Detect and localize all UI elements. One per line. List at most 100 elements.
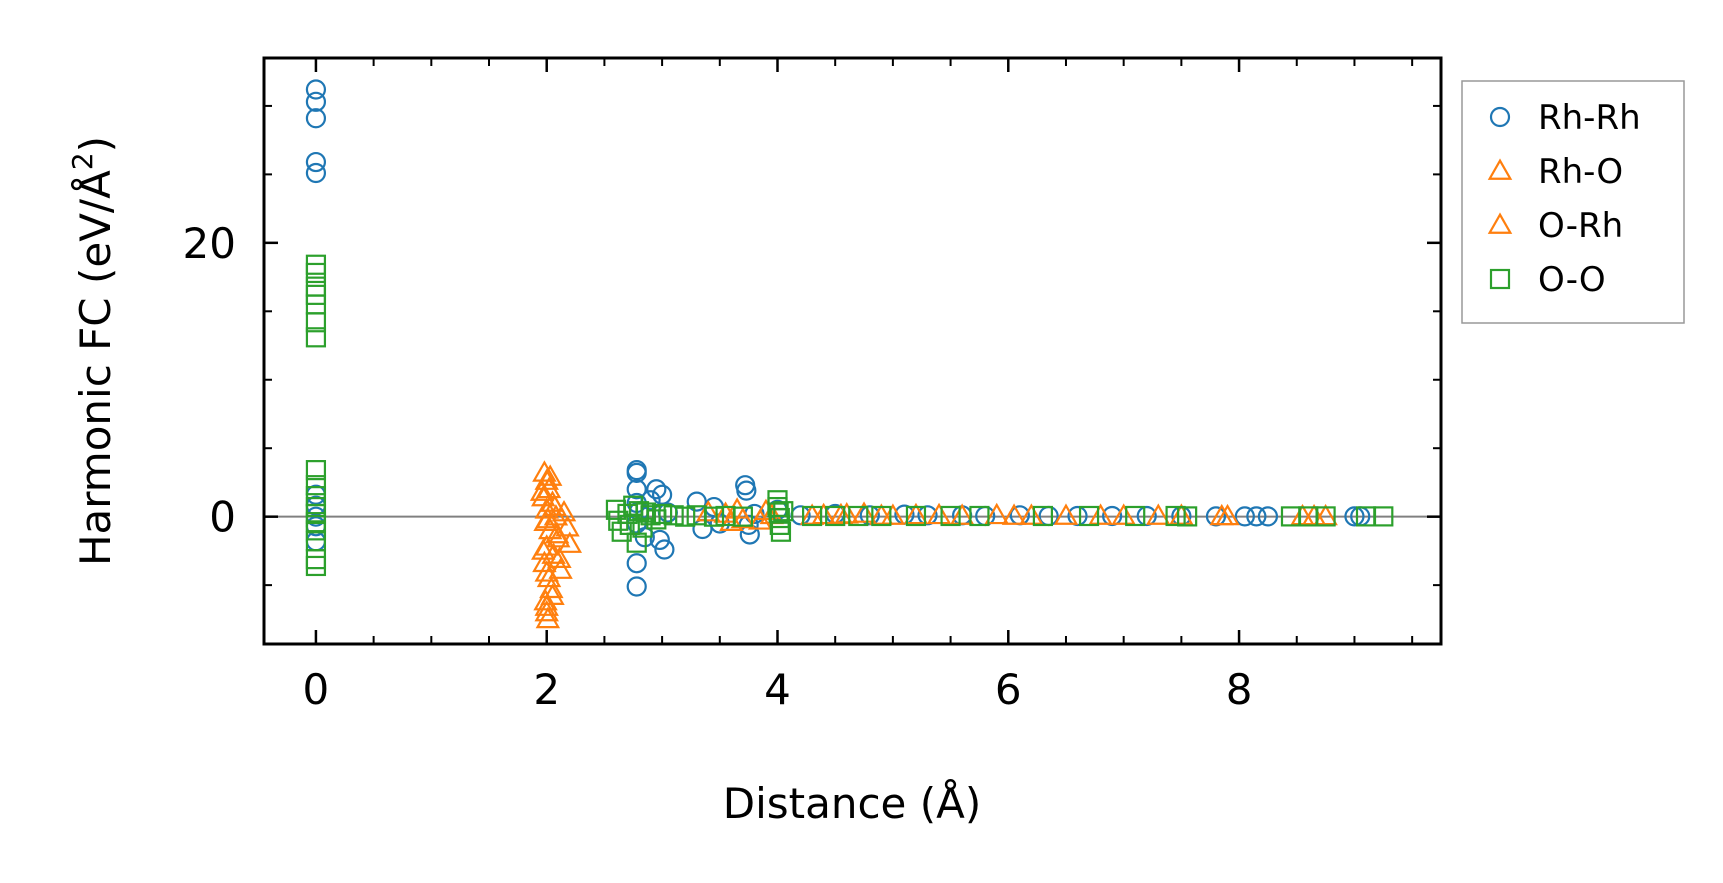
data-point [529, 479, 555, 501]
legend-frame [1461, 80, 1685, 324]
data-point [1169, 503, 1194, 525]
data-point [652, 503, 673, 525]
data-point [305, 549, 327, 570]
data-point [635, 502, 657, 523]
series-O-O [305, 254, 1394, 577]
y-tick-label: 0 [209, 493, 236, 542]
data-point [1246, 506, 1267, 527]
data-point [652, 484, 673, 505]
data-point [551, 499, 577, 522]
x-tick-label: 8 [1226, 665, 1253, 714]
legend-marker [1489, 106, 1511, 128]
data-point [1257, 506, 1279, 527]
data-point [626, 532, 647, 553]
data-point [1209, 503, 1235, 526]
legend-entry-Rh-Rh: Rh-Rh [1489, 98, 1641, 138]
data-point [534, 599, 559, 622]
legend-marker [1487, 158, 1513, 180]
y-tick-label: 20 [183, 219, 236, 268]
data-point [848, 505, 869, 527]
data-point [811, 502, 836, 525]
data-point [871, 505, 892, 527]
data-point [626, 462, 647, 483]
data-point [548, 557, 573, 579]
legend-marker [1489, 268, 1511, 290]
data-point [984, 502, 1009, 525]
data-point [1290, 503, 1315, 526]
data-point [696, 499, 721, 522]
data-point [534, 560, 559, 582]
y-axis-title-main: Harmonic FC (eV/Å [70, 170, 120, 566]
data-point [305, 475, 327, 496]
data-point [305, 151, 327, 173]
legend-label: Rh-Rh [1538, 98, 1641, 138]
data-point [649, 529, 670, 551]
data-point [869, 503, 894, 525]
y-axis-title: Harmonic FC (eV/Å2) [66, 136, 120, 566]
data-point [547, 546, 572, 568]
x-tick-label: 0 [303, 665, 330, 714]
data-point [544, 521, 570, 544]
data-point [703, 506, 725, 527]
data-point [531, 538, 556, 560]
data-point [905, 505, 927, 527]
data-point [305, 91, 327, 112]
data-point [1032, 505, 1053, 527]
data-point [305, 162, 327, 184]
data-point [663, 505, 684, 526]
data-point [799, 503, 825, 525]
data-point [770, 521, 792, 542]
data-point [769, 514, 790, 535]
data-point [1177, 506, 1198, 527]
data-point [1136, 505, 1157, 527]
data-point [692, 518, 713, 540]
data-point [730, 506, 756, 529]
data-point [305, 262, 327, 284]
data-point [1313, 503, 1338, 526]
data-point [305, 108, 327, 129]
legend-entries: Rh-Rh Rh-O O-Rh O-O [1487, 98, 1641, 300]
data-point [768, 502, 789, 523]
data-point [534, 594, 559, 616]
data-point [828, 502, 854, 525]
data-point [540, 583, 565, 605]
data-point [969, 505, 990, 527]
x-tick-label: 4 [764, 665, 791, 714]
plot-frame [262, 56, 1443, 646]
y-axis-title-close: ) [71, 136, 120, 152]
x-axis-title: Distance (Å) [723, 778, 982, 828]
data-point [1019, 503, 1044, 525]
data-point [539, 576, 564, 599]
legend-label: Rh-O [1538, 152, 1623, 192]
data-point [1078, 505, 1100, 527]
x-tick-label: 6 [995, 665, 1022, 714]
data-point [305, 312, 327, 333]
data-point [305, 327, 327, 348]
data-point [825, 505, 846, 527]
data-point [305, 520, 327, 541]
data-point [305, 79, 327, 100]
data-points-layer [305, 79, 1394, 629]
legend-entry-O-Rh: O-Rh [1487, 206, 1623, 246]
series-O-Rh [529, 464, 1315, 616]
data-point [535, 506, 561, 529]
data-point [305, 555, 327, 577]
data-point [949, 503, 975, 525]
data-point [654, 539, 675, 560]
data-point [736, 480, 757, 501]
legend-marker [1487, 212, 1513, 234]
data-point [532, 460, 557, 482]
data-point [903, 502, 929, 525]
data-point [732, 506, 753, 527]
data-point [1053, 503, 1079, 525]
data-point [1146, 503, 1171, 525]
data-point [1234, 506, 1255, 527]
data-point [1344, 506, 1365, 527]
data-point [1125, 505, 1146, 527]
data-point [1111, 503, 1136, 525]
legend-entry-O-O: O-O [1489, 260, 1606, 300]
legend-label: O-O [1538, 260, 1606, 300]
data-point [773, 501, 794, 522]
data-point [541, 542, 566, 564]
data-point [532, 550, 557, 573]
